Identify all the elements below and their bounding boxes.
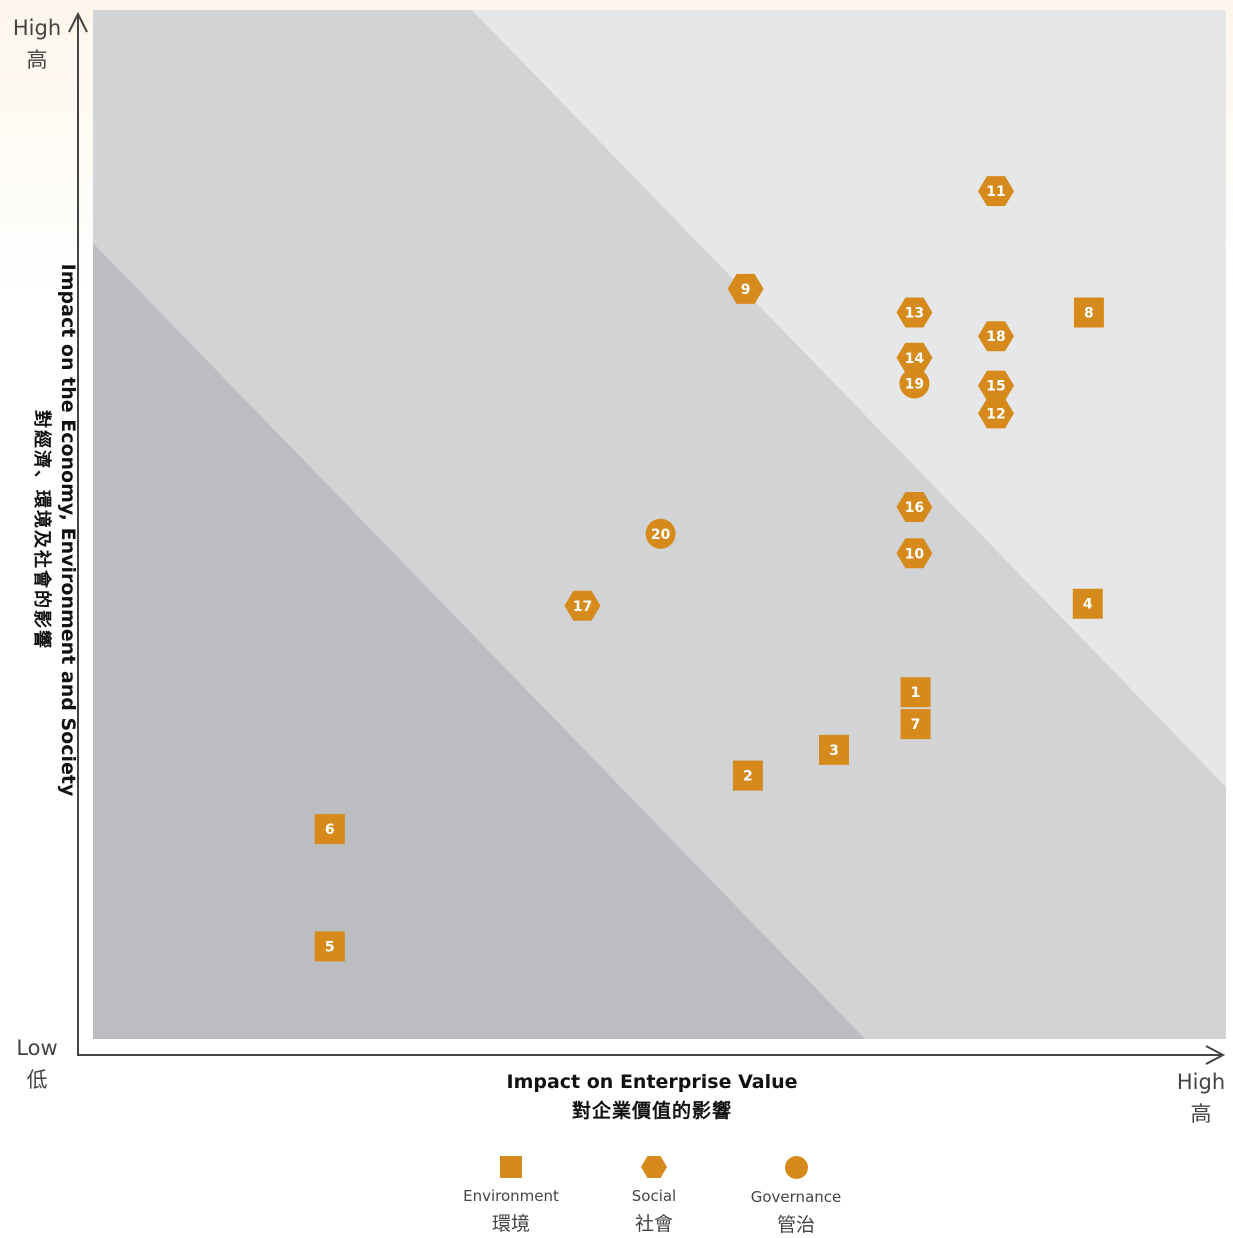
y-axis-arrow	[68, 11, 88, 33]
data-point-20: 20	[645, 518, 676, 549]
data-point-label: 13	[905, 306, 924, 322]
social-marker	[896, 538, 933, 569]
social-marker	[978, 370, 1015, 401]
data-point-5: 5	[314, 931, 345, 962]
y-axis-title-zh: 對經濟、環境及社會的影響	[31, 409, 52, 650]
data-point-label: 8	[1084, 306, 1094, 322]
legend-environment: Environment 環境	[441, 1156, 581, 1236]
data-point-19: 19	[899, 368, 930, 399]
band-low	[93, 243, 865, 1039]
social-marker	[978, 321, 1015, 352]
y-axis-high-label: High 高	[2, 12, 72, 76]
data-point-14: 14	[896, 342, 933, 373]
data-point-label: 15	[986, 379, 1005, 395]
data-point-7: 7	[900, 709, 931, 740]
social-marker	[896, 342, 933, 373]
legend-environment-label-zh: 環境	[491, 1213, 530, 1235]
x-axis-title-en: Impact on Enterprise Value	[506, 1071, 798, 1093]
data-point-6: 6	[314, 814, 345, 845]
social-marker	[896, 492, 933, 523]
y-high-zh: 高	[26, 48, 48, 72]
x-axis-title: Impact on Enterprise Value 對企業價值的影響	[452, 1068, 852, 1126]
legend-social-label-zh: 社會	[634, 1213, 673, 1235]
data-point-label: 10	[905, 546, 925, 562]
x-axis-title-zh: 對企業價值的影響	[571, 1100, 732, 1122]
data-point-label: 2	[743, 769, 753, 785]
governance-marker	[899, 368, 930, 399]
social-marker	[978, 176, 1015, 207]
data-point-17: 17	[564, 590, 601, 621]
hexagon-icon	[641, 1156, 667, 1178]
data-point-label: 5	[325, 939, 335, 955]
data-point-label: 17	[573, 599, 592, 615]
legend-governance-label: Governance	[750, 1188, 842, 1206]
data-point-label: 9	[741, 282, 751, 298]
data-point-13: 13	[896, 297, 933, 328]
data-point-label: 7	[911, 717, 921, 733]
data-point-label: 18	[986, 329, 1005, 345]
data-point-label: 19	[905, 377, 924, 393]
legend-environment-label: Environment	[463, 1187, 559, 1205]
data-point-1: 1	[900, 677, 931, 708]
origin-low-label: Low 低	[2, 1032, 72, 1096]
x-high-en: High	[1176, 1070, 1226, 1094]
x-low-zh: 低	[26, 1068, 48, 1092]
environment-marker	[732, 760, 763, 791]
legend-governance: Governance 管治	[726, 1156, 866, 1237]
social-marker	[978, 398, 1015, 429]
axes	[68, 11, 1226, 1065]
data-point-label: 11	[986, 184, 1005, 200]
data-point-16: 16	[896, 492, 933, 523]
environment-marker	[1073, 297, 1104, 328]
governance-marker	[645, 518, 676, 549]
data-point-4: 4	[1072, 588, 1103, 619]
data-point-2: 2	[732, 760, 763, 791]
data-point-label: 20	[651, 527, 671, 543]
data-point-label: 14	[905, 351, 925, 367]
data-point-label: 4	[1083, 597, 1093, 613]
circle-icon	[784, 1156, 808, 1179]
legend-social-label: Social	[631, 1187, 677, 1205]
data-point-label: 1	[911, 685, 921, 701]
square-icon	[500, 1156, 522, 1178]
data-point-18: 18	[978, 321, 1015, 352]
x-low-en: Low	[16, 1036, 58, 1060]
data-point-10: 10	[896, 538, 933, 569]
environment-marker	[900, 709, 931, 740]
social-marker	[727, 273, 764, 304]
legend-social: Social 社會	[584, 1156, 724, 1236]
data-point-12: 12	[978, 398, 1015, 429]
data-point-9: 9	[727, 273, 764, 304]
x-axis-high-label: High 高	[1166, 1066, 1233, 1130]
social-marker	[896, 297, 933, 328]
environment-marker	[1072, 588, 1103, 619]
data-point-15: 15	[978, 370, 1015, 401]
social-marker	[564, 590, 601, 621]
data-point-label: 12	[986, 406, 1005, 422]
data-point-label: 3	[829, 743, 839, 759]
data-point-8: 8	[1073, 297, 1104, 328]
x-high-zh: 高	[1190, 1102, 1212, 1126]
data-point-3: 3	[818, 734, 849, 765]
data-point-11: 11	[978, 176, 1015, 207]
y-high-en: High	[12, 16, 62, 40]
environment-marker	[818, 734, 849, 765]
environment-marker	[900, 677, 931, 708]
data-point-label: 16	[905, 500, 924, 516]
environment-marker	[314, 814, 345, 845]
y-axis-title-en: Impact on the Economy, Environment and S…	[57, 263, 79, 797]
environment-marker	[314, 931, 345, 962]
legend-governance-label-zh: 管治	[776, 1214, 815, 1236]
x-axis-arrow	[1205, 1045, 1226, 1065]
data-point-label: 6	[325, 822, 335, 838]
